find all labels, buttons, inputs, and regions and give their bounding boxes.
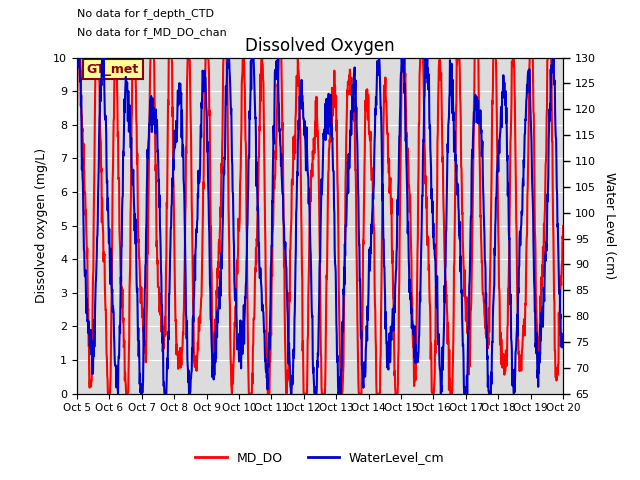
Text: No data for f_MD_DO_chan: No data for f_MD_DO_chan xyxy=(77,27,227,38)
Text: No data for f_depth_CTD: No data for f_depth_CTD xyxy=(77,8,214,19)
Y-axis label: Dissolved oxygen (mg/L): Dissolved oxygen (mg/L) xyxy=(35,148,47,303)
Legend: MD_DO, WaterLevel_cm: MD_DO, WaterLevel_cm xyxy=(190,446,450,469)
Title: Dissolved Oxygen: Dissolved Oxygen xyxy=(245,36,395,55)
Text: GT_met: GT_met xyxy=(86,63,139,76)
Y-axis label: Water Level (cm): Water Level (cm) xyxy=(603,172,616,279)
